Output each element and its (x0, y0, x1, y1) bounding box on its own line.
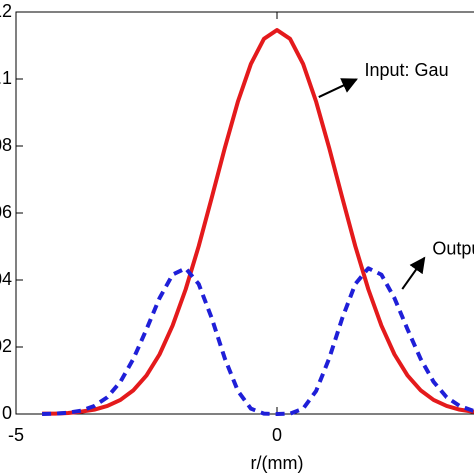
y-tick-label: 0.04 (0, 269, 12, 289)
line-series (42, 28, 474, 416)
annotation: Output: (432, 239, 474, 259)
y-tick-label: 0 (2, 403, 12, 423)
x-tick-label: -5 (8, 425, 24, 445)
x-tick-label: 0 (272, 425, 282, 445)
y-tick-label: 0.06 (0, 202, 12, 222)
y-tick-label: 0.08 (0, 135, 12, 155)
annotation: Input: Gau (365, 60, 449, 80)
annotation-arrow (401, 256, 426, 290)
annotation-arrow (318, 78, 358, 98)
x-axis-label: r/(mm) (251, 453, 304, 473)
y-tick-label: 0.12 (0, 1, 12, 21)
y-tick-label: 0.02 (0, 336, 12, 356)
line-series (42, 266, 474, 416)
y-tick-label: 0.1 (0, 68, 12, 88)
